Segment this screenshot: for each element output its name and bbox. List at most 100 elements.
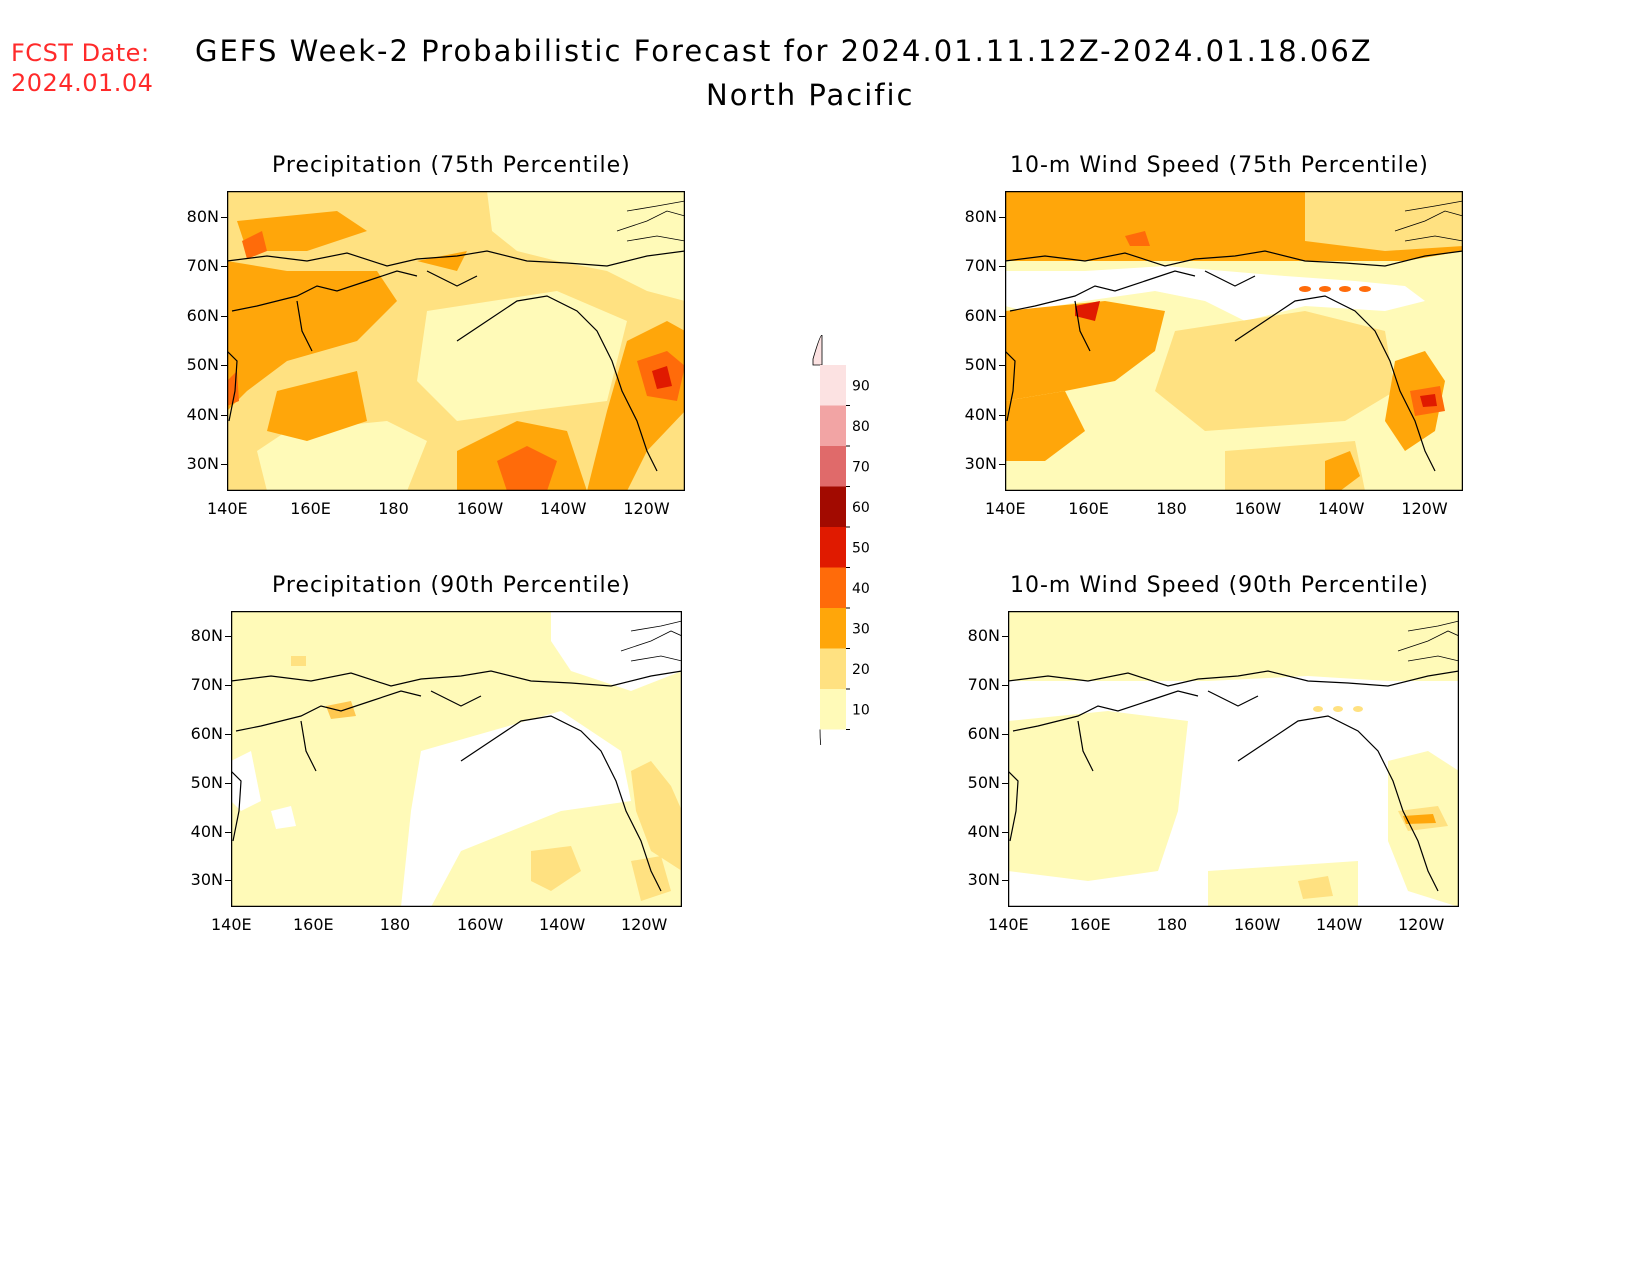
forecast-date-value: 2024.01.04 [11, 69, 154, 97]
lat-tick-mark [225, 685, 231, 686]
colorbar-segment [820, 405, 846, 446]
lat-tick-label: 60N [186, 305, 219, 325]
lon-tick-label: 140E [988, 915, 1029, 934]
lat-tick-mark [225, 831, 231, 833]
colorbar-label: 70 [852, 459, 870, 475]
lat-tick-label: 70N [967, 675, 1000, 694]
colorbar-label: 90 [852, 378, 870, 394]
lat-tick-label: 50N [967, 772, 1000, 792]
panel-title-precip-90: Precipitation (90th Percentile) [272, 573, 631, 598]
colorbar-label: 10 [852, 702, 870, 718]
forecast-date-label: FCST Date: [11, 39, 150, 67]
lon-tick-label: 160E [290, 499, 331, 518]
lon-tick-label: 160E [292, 915, 334, 934]
lon-tick-label: 120W [620, 915, 668, 934]
lat-tick-mark [1002, 733, 1008, 735]
lon-tick-label: 140W [540, 499, 587, 518]
panel-title-wind-90: 10-m Wind Speed (90th Percentile) [1010, 573, 1429, 598]
colorbar-segment [820, 608, 846, 649]
lat-tick-mark [221, 365, 227, 366]
lon-tick-label: 140W [1318, 499, 1365, 518]
colorbar-label: 50 [852, 540, 870, 556]
colorbar-segment [820, 648, 846, 689]
lat-tick-mark [221, 216, 227, 218]
colorbar-segment [820, 486, 846, 527]
lon-tick-label: 160W [456, 915, 504, 934]
colorbar-label: 30 [852, 621, 870, 637]
lat-tick-label: 40N [964, 404, 997, 424]
colorbar-segment [820, 689, 846, 730]
lat-tick-mark [999, 365, 1005, 366]
colorbar-label: 60 [852, 500, 870, 516]
map-panel-precip-75 [227, 191, 685, 491]
map-panel-wind-75 [1005, 191, 1463, 491]
lat-tick-label: 30N [967, 870, 1000, 890]
lon-tick-label: 120W [623, 499, 670, 518]
lon-tick-label: 160W [456, 499, 504, 518]
lon-tick-label: 180 [378, 499, 409, 518]
lat-tick-mark [221, 266, 227, 267]
colorbar-segment [820, 567, 846, 608]
lat-tick-label: 70N [964, 256, 997, 275]
lat-tick-label: 80N [964, 206, 997, 226]
lat-tick-mark [999, 216, 1005, 218]
forecast-date: FCST Date: 2024.01.04 [11, 38, 153, 98]
lat-tick-label: 30N [186, 454, 219, 473]
lat-tick-label: 80N [190, 626, 223, 646]
lat-tick-label: 70N [186, 256, 219, 275]
lat-tick-mark [1002, 636, 1008, 638]
lat-tick-mark [221, 414, 227, 416]
lat-tick-mark [999, 266, 1005, 267]
colorbar-label: 80 [852, 419, 870, 435]
colorbar-segment [820, 446, 846, 487]
colorbar-segment [820, 527, 846, 568]
colorbar-bottom-cap [819, 729, 822, 745]
lat-tick-mark [999, 414, 1005, 416]
lat-tick-mark [1002, 685, 1008, 686]
colorbar-segment [820, 365, 846, 406]
lon-tick-label: 180 [379, 915, 411, 934]
lat-tick-label: 30N [190, 870, 223, 890]
lat-tick-mark [999, 315, 1005, 317]
colorbar-label: 20 [852, 662, 870, 678]
lat-tick-label: 50N [964, 355, 997, 374]
lat-tick-label: 40N [190, 821, 223, 841]
lon-tick-label: 180 [1156, 499, 1187, 518]
lat-tick-label: 30N [964, 454, 997, 473]
lat-tick-mark [999, 464, 1005, 465]
lat-tick-mark [225, 880, 231, 882]
lon-tick-label: 160E [1069, 915, 1111, 934]
lat-tick-mark [221, 464, 227, 465]
map-panel-precip-90 [231, 611, 682, 907]
lon-tick-label: 140W [538, 915, 586, 934]
lat-tick-label: 60N [190, 723, 223, 743]
panel-title-wind-75: 10-m Wind Speed (75th Percentile) [1010, 153, 1429, 178]
lon-tick-label: 160E [1068, 499, 1109, 518]
lon-tick-label: 160W [1233, 915, 1281, 934]
lat-tick-label: 80N [967, 626, 1000, 646]
lon-tick-label: 140E [211, 915, 252, 934]
lat-tick-mark [221, 315, 227, 317]
map-panel-wind-90 [1008, 611, 1459, 907]
lat-tick-label: 70N [190, 675, 223, 694]
lat-tick-label: 60N [967, 723, 1000, 743]
lon-tick-label: 140E [207, 499, 248, 518]
lat-tick-mark [225, 733, 231, 735]
colorbar-label: 40 [852, 581, 870, 597]
lat-tick-label: 40N [967, 821, 1000, 841]
panel-title-precip-75: Precipitation (75th Percentile) [272, 153, 631, 178]
lat-tick-mark [225, 636, 231, 638]
lat-tick-label: 60N [964, 305, 997, 325]
lat-tick-label: 80N [186, 206, 219, 226]
lon-tick-label: 140W [1315, 915, 1363, 934]
lat-tick-mark [1002, 782, 1008, 784]
lon-tick-label: 140E [985, 499, 1026, 518]
lat-tick-label: 50N [186, 355, 219, 374]
lat-tick-mark [1002, 831, 1008, 833]
lon-tick-label: 120W [1397, 915, 1445, 934]
page-subtitle: North Pacific [706, 78, 915, 112]
colorbar: 90 80 70 60 50 40 30 20 10 [812, 335, 870, 745]
lat-tick-label: 40N [186, 404, 219, 424]
lat-tick-mark [1002, 880, 1008, 882]
lat-tick-mark [225, 782, 231, 784]
